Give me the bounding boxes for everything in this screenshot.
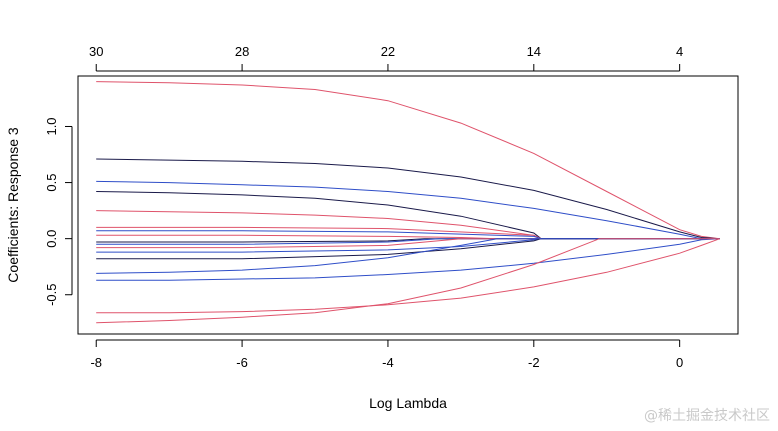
x-axis-bottom: -8 -6 -4 -2 0 <box>90 339 683 370</box>
y-axis-title: Coefficients: Response 3 <box>5 127 21 283</box>
series-line-16 <box>96 238 720 324</box>
y-tick-label: -0.5 <box>44 283 59 305</box>
series-line-15 <box>96 238 720 281</box>
x-tick-label: -2 <box>528 355 540 370</box>
series-line-1 <box>96 81 720 240</box>
x-tick-label: -8 <box>90 355 102 370</box>
x-axis-title: Log Lambda <box>369 395 447 411</box>
series-line-7 <box>96 230 720 240</box>
watermark: @稀土掘金技术社区 <box>644 408 770 424</box>
top-tick-label: 28 <box>235 44 249 59</box>
series-line-14 <box>96 238 720 274</box>
x-tick-label: -6 <box>236 355 248 370</box>
x-axis-top: 30 28 22 14 4 <box>89 44 683 72</box>
y-axis-left: -0.5 0.0 0.5 1.0 <box>44 117 73 306</box>
y-tick-label: 0.5 <box>44 174 59 192</box>
y-tick-label: 1.0 <box>44 117 59 135</box>
top-tick-label: 4 <box>676 44 683 59</box>
x-tick-label: -4 <box>382 355 394 370</box>
series-line-17 <box>96 238 720 314</box>
series-layer <box>96 81 720 324</box>
series-line-8 <box>96 234 720 240</box>
y-tick-label: 0.0 <box>44 230 59 248</box>
top-tick-label: 22 <box>381 44 395 59</box>
plot-frame <box>77 75 739 335</box>
top-tick-label: 30 <box>89 44 103 59</box>
series-line-2 <box>96 158 720 240</box>
top-tick-label: 14 <box>527 44 541 59</box>
series-line-3 <box>96 180 720 240</box>
series-line-4 <box>96 191 720 240</box>
x-tick-label: 0 <box>676 355 683 370</box>
